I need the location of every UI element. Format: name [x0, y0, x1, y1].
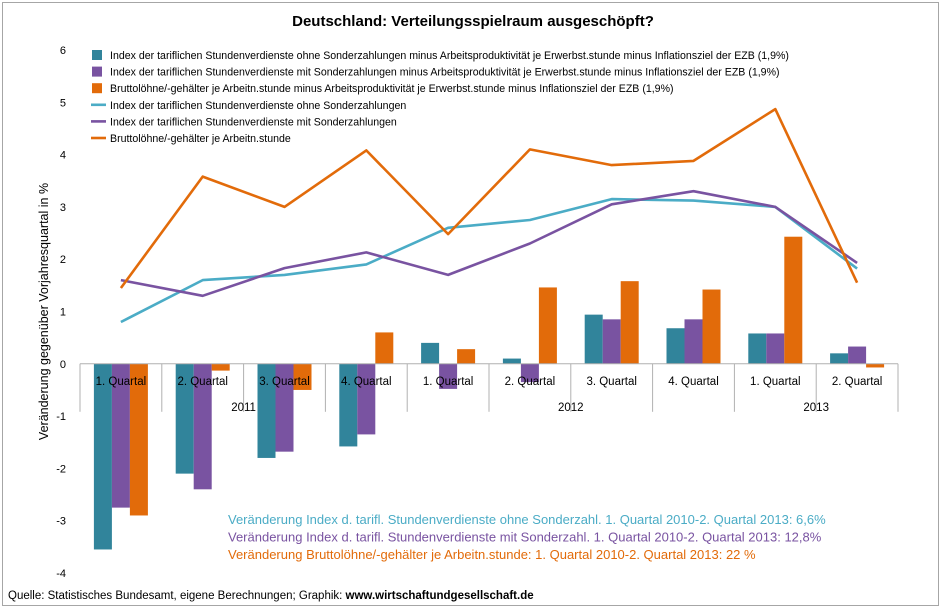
legend-label: Index der tariflichen Stundenverdienste …: [110, 116, 397, 128]
bar-series3: [211, 363, 230, 371]
source-site-link: www.wirtschaftundgesellschaft.de: [345, 590, 534, 602]
y-tick-label: 4: [60, 150, 66, 162]
bar-series1: [93, 363, 112, 550]
bar-series1: [421, 342, 440, 364]
legend-label: Bruttolöhne/-gehälter je Arbeitn.stunde …: [110, 83, 674, 95]
bar-series3: [293, 363, 312, 390]
category-label: 4. Quartal: [668, 376, 719, 388]
category-label: 1. Quartal: [423, 376, 474, 388]
legend-swatch-bar: [92, 83, 102, 94]
y-axis-title: Veränderung gegenüber Vorjahresquartal i…: [37, 183, 51, 440]
y-tick-label: 6: [60, 45, 66, 57]
bar-series3: [375, 332, 394, 364]
chart-frame: [2, 2, 939, 606]
bar-series2: [848, 346, 867, 364]
category-label: 3. Quartal: [586, 376, 637, 388]
bar-series3: [620, 281, 639, 364]
bar-series1: [748, 333, 767, 364]
bar-series2: [520, 363, 539, 383]
bar-series2: [357, 363, 376, 435]
bar-series1: [830, 353, 849, 364]
y-tick-label: 2: [60, 254, 66, 266]
y-tick-label: -4: [56, 568, 66, 580]
y-tick-label: 5: [60, 97, 66, 109]
category-label: 2. Quartal: [505, 376, 556, 388]
bar-series3: [702, 289, 721, 364]
bar-series3: [129, 363, 148, 516]
category-label: 2. Quartal: [177, 376, 228, 388]
chart-title: Deutschland: Verteilungsspielraum ausges…: [292, 13, 654, 30]
bar-series3: [457, 349, 476, 364]
line-series3: [119, 107, 859, 289]
annotation-text: Veränderung Bruttolöhne/-gehälter je Arb…: [228, 547, 756, 562]
legend-label: Index der tariflichen Stundenverdienste …: [110, 100, 406, 112]
annotation-text: Veränderung Index d. tarifl. Stundenverd…: [228, 530, 822, 545]
year-label: 2013: [803, 402, 829, 414]
category-label: 1. Quartal: [750, 376, 801, 388]
bar-series2: [111, 363, 130, 508]
bar-series1: [257, 363, 276, 458]
source-note: Quelle: Statistisches Bundesamt, eigene …: [8, 590, 534, 602]
year-label: 2011: [231, 402, 256, 414]
legend-label: Bruttolöhne/-gehälter je Arbeitn.stunde: [110, 133, 291, 145]
bar-series3: [784, 236, 803, 364]
bar-series1: [339, 363, 358, 447]
legend-label: Index der tariflichen Stundenverdienste …: [110, 50, 789, 62]
category-label: 3. Quartal: [259, 376, 310, 388]
y-tick-label: -1: [56, 411, 66, 423]
y-tick-label: -2: [56, 463, 66, 475]
y-tick-label: 3: [60, 202, 66, 214]
annotation-text: Veränderung Index d. tarifl. Stundenverd…: [228, 512, 826, 527]
legend-swatch-bar: [92, 66, 102, 77]
bar-series3: [866, 363, 885, 368]
bar-series2: [766, 333, 785, 364]
legend-swatch-bar: [92, 50, 102, 60]
bar-series3: [538, 287, 557, 364]
bar-series2: [275, 363, 294, 452]
source-prefix: Quelle: Statistisches Bundesamt, eigene …: [8, 590, 346, 602]
bar-series1: [584, 314, 603, 364]
category-label: 2. Quartal: [832, 376, 883, 388]
bar-series2: [602, 319, 621, 364]
bar-series1: [666, 328, 685, 364]
bar-series1: [175, 363, 194, 474]
line-series1: [120, 197, 858, 324]
category-label: 1. Quartal: [96, 376, 147, 388]
legend-label: Index der tariflichen Stundenverdienste …: [110, 67, 780, 79]
y-tick-label: -3: [56, 516, 66, 528]
y-tick-label: 1: [60, 307, 66, 319]
category-label: 4. Quartal: [341, 376, 392, 388]
line-series2: [120, 189, 858, 298]
year-label: 2012: [558, 402, 584, 414]
y-tick-label: 0: [60, 359, 66, 371]
bar-series2: [684, 319, 703, 364]
bar-series2: [439, 363, 458, 389]
bar-series1: [502, 358, 521, 364]
bar-series2: [193, 363, 212, 490]
